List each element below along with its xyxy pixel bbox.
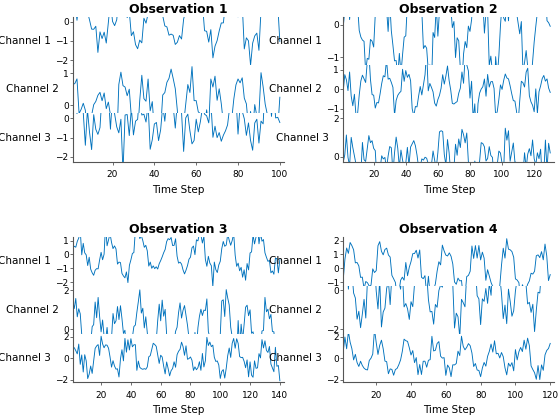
Y-axis label: Channel 2: Channel 2 xyxy=(6,84,59,94)
Y-axis label: Channel 1: Channel 1 xyxy=(0,36,51,46)
Y-axis label: Channel 2: Channel 2 xyxy=(269,84,321,94)
Y-axis label: Channel 3: Channel 3 xyxy=(0,353,52,363)
X-axis label: Time Step: Time Step xyxy=(152,405,204,415)
Y-axis label: Channel 2: Channel 2 xyxy=(6,304,59,315)
Title: Observation 2: Observation 2 xyxy=(399,3,498,16)
Y-axis label: Channel 1: Channel 1 xyxy=(269,36,321,46)
Y-axis label: Channel 3: Channel 3 xyxy=(0,133,51,143)
Y-axis label: Channel 3: Channel 3 xyxy=(276,133,329,143)
Title: Observation 4: Observation 4 xyxy=(399,223,498,236)
Y-axis label: Channel 2: Channel 2 xyxy=(269,304,321,315)
Y-axis label: Channel 1: Channel 1 xyxy=(269,256,321,266)
Title: Observation 1: Observation 1 xyxy=(129,3,228,16)
X-axis label: Time Step: Time Step xyxy=(423,185,475,195)
X-axis label: Time Step: Time Step xyxy=(423,405,475,415)
X-axis label: Time Step: Time Step xyxy=(152,185,204,195)
Y-axis label: Channel 3: Channel 3 xyxy=(269,353,321,363)
Title: Observation 3: Observation 3 xyxy=(129,223,228,236)
Y-axis label: Channel 1: Channel 1 xyxy=(0,256,51,266)
